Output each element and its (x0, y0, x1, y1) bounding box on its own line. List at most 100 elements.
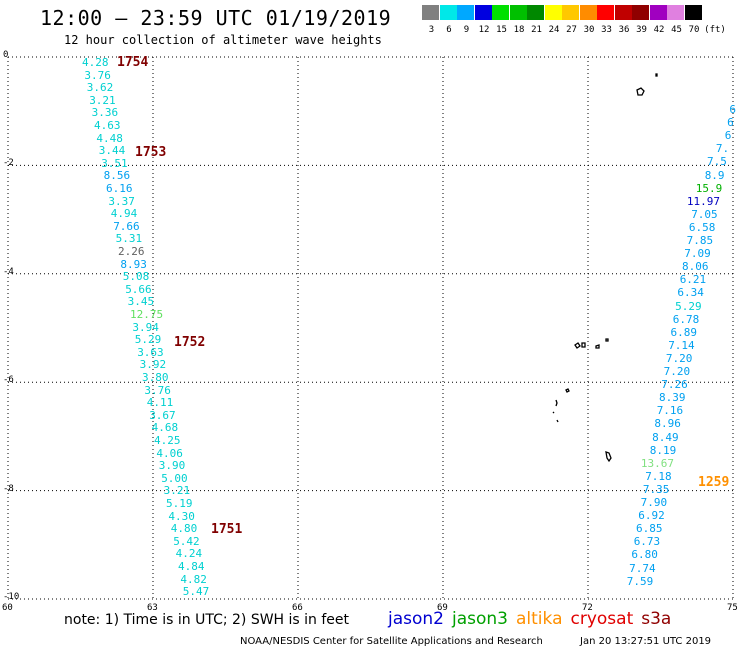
legend-item-altika: altika (516, 609, 563, 629)
swh-value: 3.92 (139, 358, 167, 372)
swh-value: 5.29 (675, 299, 702, 313)
swh-value: 7.14 (668, 338, 695, 352)
swh-value: 6.85 (636, 522, 663, 536)
scale-swatch-39 (632, 5, 649, 20)
scale-label: 30 (583, 25, 595, 35)
longitude-label: 60 (2, 603, 13, 613)
swh-value: 5.19 (166, 497, 193, 510)
footer-timestamp: Jan 20 13:27:51 UTC 2019 (580, 636, 712, 647)
page-subtitle: 12 hour collection of altimeter wave hei… (64, 33, 382, 47)
swh-value: 3.94 (132, 320, 159, 334)
scale-unit-label: (ft) (704, 25, 726, 35)
swh-value: 5.66 (125, 282, 152, 296)
swh-value: 6.80 (631, 548, 658, 562)
swh-value: 3.80 (142, 371, 169, 384)
swh-value: 6.34 (677, 286, 704, 300)
swh-value: 3.51 (101, 156, 128, 170)
swh-value: 7.26 (661, 378, 688, 392)
swh-value: 8.06 (682, 260, 709, 274)
scale-label: 9 (463, 25, 470, 35)
swh-value: 5.47 (182, 585, 210, 599)
scale-label: 33 (601, 25, 612, 35)
island-outline (556, 419, 559, 423)
scale-label: 27 (566, 25, 577, 35)
island-outline (565, 388, 570, 393)
scale-swatch-45 (667, 5, 684, 20)
swh-value: 8.96 (654, 417, 681, 431)
swh-value: 3.90 (158, 459, 186, 473)
swh-value: 4.84 (178, 560, 205, 573)
legend-item-cryosat: cryosat (570, 609, 634, 629)
swh-value: 6.73 (633, 535, 661, 549)
scale-swatch-21 (527, 5, 544, 20)
swh-value: 12.75 (130, 308, 164, 321)
scale-swatch-12 (474, 5, 492, 20)
swh-value: 7.35 (642, 482, 670, 496)
swh-value: 4.30 (168, 509, 195, 523)
pass-time-label: 1752 (174, 335, 206, 350)
longitude-label: 69 (437, 603, 448, 613)
swh-value: 6.21 (679, 273, 707, 287)
swh-value: 7.09 (684, 247, 711, 261)
swh-value: 4.80 (170, 522, 198, 536)
swh-value: 7.20 (663, 365, 691, 378)
scale-label: 3 (428, 25, 435, 35)
scale-label: 24 (548, 25, 560, 35)
swh-value: 7.66 (113, 219, 140, 233)
swh-value: 7. (715, 142, 730, 156)
swh-value: 3.76 (144, 383, 171, 397)
scale-swatch-36 (614, 5, 632, 20)
swh-value: 6.58 (688, 220, 716, 234)
lat-lon-grid (7, 56, 734, 600)
legend-item-s3a: s3a (641, 609, 672, 629)
latitude-label: 0 (3, 50, 9, 60)
swh-value: 3.45 (127, 295, 155, 309)
island-outline (595, 344, 600, 349)
scale-swatch-42 (649, 5, 667, 20)
scale-label: 45 (671, 25, 682, 35)
swh-value: 4.25 (154, 434, 181, 447)
scale-label: 39 (636, 25, 647, 35)
swh-value: 7.20 (665, 351, 693, 365)
swh-value: 4.48 (96, 131, 123, 145)
swh-value: 3.62 (86, 81, 114, 95)
scale-label: 42 (653, 25, 665, 35)
latitude-label: -10 (3, 592, 20, 602)
swh-value: 2.26 (118, 245, 145, 258)
swh-value: 4.24 (175, 547, 203, 561)
legend-item-jason2: jason2 (388, 609, 444, 629)
swh-value: 4.06 (156, 446, 183, 460)
latitude-label: -6 (3, 375, 14, 386)
longitude-label: 63 (147, 603, 158, 613)
latitude-label: -4 (3, 266, 14, 277)
island-outline (655, 73, 658, 77)
pass-time-label: 1753 (135, 145, 167, 160)
scale-swatch-3 (422, 5, 439, 20)
scale-swatch-24 (544, 5, 562, 20)
swh-value: 6.16 (106, 182, 133, 195)
swh-value: 3.21 (89, 93, 116, 107)
scale-swatch-18 (509, 5, 527, 20)
swh-value: 8.56 (103, 169, 131, 183)
longitude-label: 72 (582, 603, 593, 613)
swh-value: 6.92 (638, 509, 665, 523)
island-outlines (552, 73, 658, 463)
satellite-legend: jason2 jason3 altika cryosat s3a (388, 609, 679, 629)
scale-swatch-33 (597, 5, 614, 20)
latitude-label: -8 (3, 483, 14, 494)
swh-value: 7.74 (629, 561, 656, 575)
swh-value: 13.67 (640, 456, 675, 470)
island-outline (552, 411, 555, 414)
swh-value: 3.37 (108, 194, 135, 208)
swh-value: 4.82 (180, 572, 207, 586)
scale-swatch-9 (457, 5, 474, 20)
longitude-label: 66 (292, 603, 303, 613)
swh-value: 3.63 (137, 345, 164, 359)
page-title: 12:00 — 23:59 UTC 01/19/2019 (40, 6, 392, 30)
swh-value: 5.31 (115, 232, 143, 246)
swh-value: 8.93 (120, 257, 147, 271)
swh-value: 3.76 (84, 68, 111, 82)
island-outline (581, 342, 586, 348)
